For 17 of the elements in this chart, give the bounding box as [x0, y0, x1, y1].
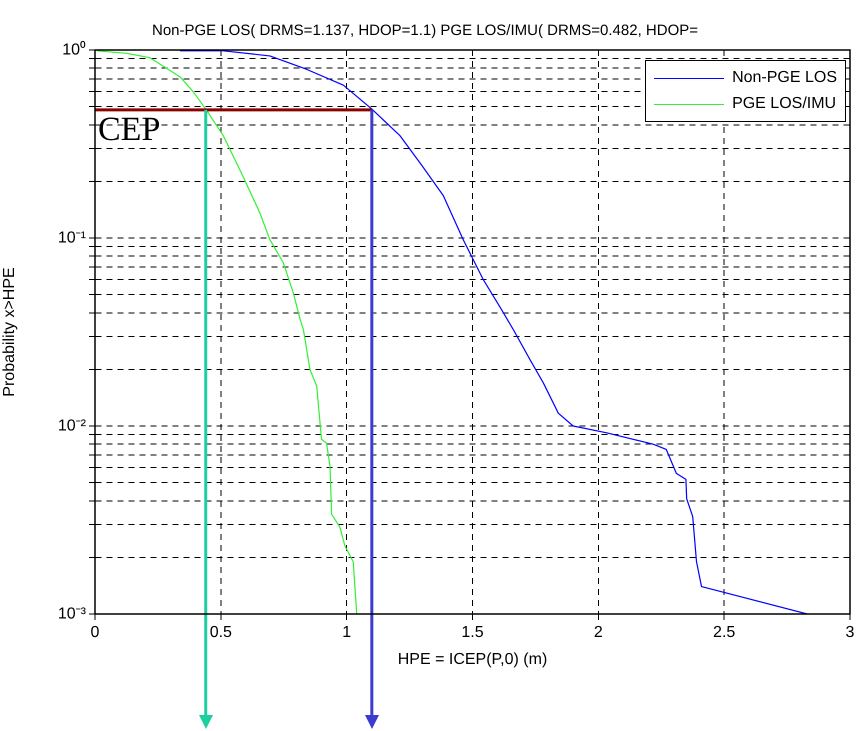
- y-axis-title: Probability x>HPE: [1, 267, 18, 397]
- y-tick-label: 10⁰: [62, 40, 86, 58]
- legend-label: PGE LOS/IMU: [732, 95, 836, 113]
- x-tick-label: 1: [342, 624, 352, 642]
- y-tick-label: 10⁻³: [58, 605, 87, 622]
- y-tick-label: 10⁻¹: [58, 229, 86, 246]
- x-tick-label: 1.5: [461, 624, 484, 642]
- chart-title: Non-PGE LOS( DRMS=1.137, HDOP=1.1) PGE LOS/IMU( DRMS=0.482, HDOP=: [152, 22, 698, 40]
- x-tick-label: 0: [90, 624, 100, 642]
- x-tick-label: 3: [846, 624, 855, 642]
- legend-label: Non-PGE LOS: [732, 69, 837, 87]
- ref-line-label: CEP: [98, 110, 160, 148]
- x-axis-title: HPE = ICEP(P,0) (m): [398, 650, 548, 668]
- x-tick-label: 0.5: [210, 624, 232, 642]
- x-tick-label: 2: [594, 624, 603, 642]
- x-tick-label: 2.5: [713, 624, 736, 642]
- y-tick-label: 10⁻²: [58, 417, 87, 434]
